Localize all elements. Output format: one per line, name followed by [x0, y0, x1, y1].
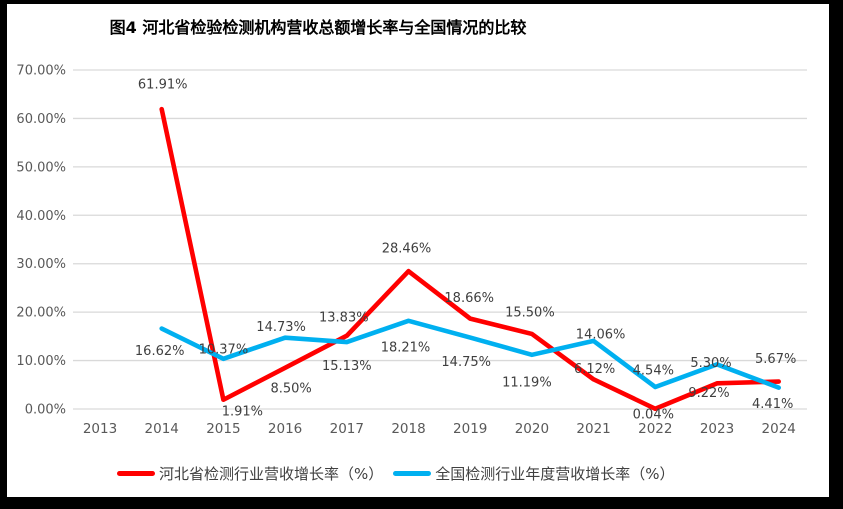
data-label: 11.19% [502, 375, 552, 390]
x-tick-label: 2015 [206, 421, 240, 437]
data-label: 18.66% [444, 291, 494, 306]
x-tick-label: 2020 [515, 421, 549, 437]
data-label: 13.83% [319, 311, 369, 326]
legend-item-national: 全国检测行业年度营收增长率（%） [393, 463, 675, 484]
national-line-swatch-icon [393, 470, 432, 476]
data-label: 6.12% [574, 362, 615, 377]
x-tick-label: 2023 [700, 421, 734, 437]
y-tick-label: 20.00% [16, 306, 66, 321]
data-label: 14.73% [256, 320, 306, 335]
data-label: 28.46% [382, 242, 432, 257]
line-chart-plot-area: 0.00% 10.00% 20.00% 30.00% 40.00% 50.00% 60.00… [16, 64, 807, 437]
hebei-line-swatch-icon [117, 470, 155, 476]
data-label: 5.67% [755, 352, 796, 367]
data-label: 16.62% [135, 344, 185, 359]
x-tick-label: 2016 [268, 421, 302, 437]
data-label: 4.41% [752, 397, 793, 412]
x-tick-label: 2018 [391, 421, 425, 437]
data-label: 9.22% [688, 386, 729, 401]
x-tick-label: 2014 [145, 421, 179, 437]
x-tick-label: 2017 [330, 421, 364, 437]
legend-label-national: 全国检测行业年度营收增长率（%） [435, 464, 675, 483]
legend-item-hebei: 河北省检测行业营收增长率（%） [117, 463, 383, 484]
y-tick-label: 0.00% [25, 403, 66, 418]
data-label: 14.75% [441, 355, 491, 370]
data-label: 15.50% [505, 305, 555, 320]
data-label: 5.30% [690, 356, 731, 371]
y-tick-label: 60.00% [16, 112, 66, 127]
x-tick-label: 2013 [83, 421, 117, 437]
y-tick-label: 40.00% [16, 209, 66, 224]
x-tick-label: 2022 [638, 421, 672, 437]
data-label: 18.21% [381, 340, 431, 355]
x-tick-label: 2024 [762, 421, 796, 437]
data-label: 14.06% [576, 327, 626, 342]
y-tick-label: 70.00% [16, 64, 66, 79]
x-tick-label: 2019 [453, 421, 487, 437]
y-tick-label: 50.00% [16, 160, 66, 175]
x-tick-label: 2021 [576, 421, 610, 437]
data-label: 4.54% [633, 364, 674, 379]
data-label: 0.04% [633, 407, 674, 422]
chart-title: 图4 河北省检验检测机构营收总额增长率与全国情况的比较 [109, 18, 527, 37]
national-series-line [159, 318, 782, 390]
hebei-series-line [159, 106, 782, 412]
y-tick-label: 10.00% [16, 354, 66, 369]
legend-label-hebei: 河北省检测行业营收增长率（%） [159, 464, 384, 483]
chart-legend: 河北省检测行业营收增长率（%） 全国检测行业年度营收增长率（%） [117, 463, 685, 483]
data-label: 61.91% [138, 78, 188, 93]
data-label: 10.37% [199, 342, 249, 357]
data-label: 8.50% [270, 381, 311, 396]
data-label: 15.13% [322, 359, 372, 374]
y-tick-label: 30.00% [16, 257, 66, 272]
data-label: 1.91% [222, 404, 263, 419]
chart-frame: 图4 河北省检验检测机构营收总额增长率与全国情况的比较 0.00% 10.00% 2… [7, 4, 829, 497]
